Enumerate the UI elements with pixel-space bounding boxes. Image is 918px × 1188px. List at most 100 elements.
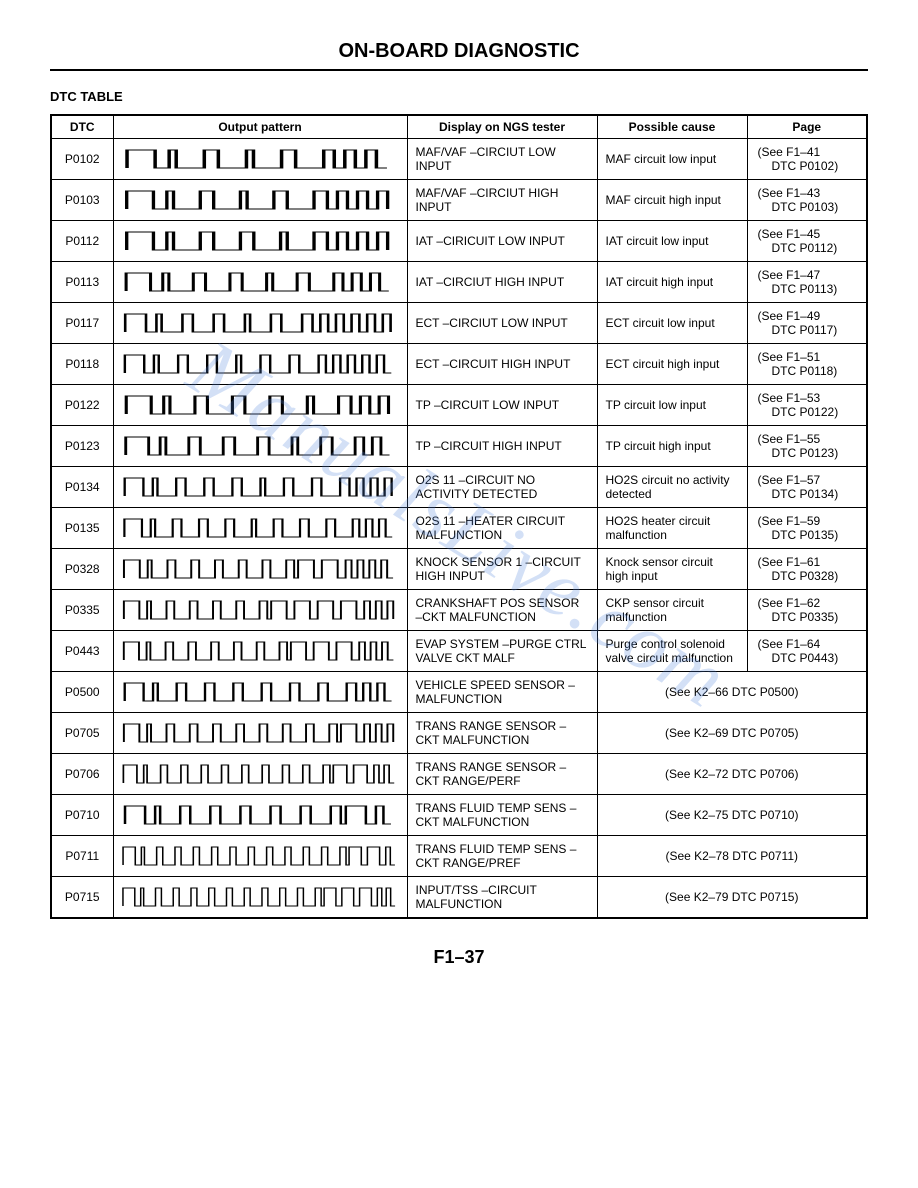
output-pattern xyxy=(113,549,407,590)
display-text: MAF/VAF –CIRCIUT HIGH INPUT xyxy=(407,180,597,221)
possible-cause: MAF circuit low input xyxy=(597,139,747,180)
dtc-code: P0113 xyxy=(51,262,113,303)
display-text: INPUT/TSS –CIRCUIT MALFUNCTION xyxy=(407,877,597,919)
page-ref: (See F1–57DTC P0134) xyxy=(747,467,867,508)
page-ref: (See F1–64DTC P0443) xyxy=(747,631,867,672)
dtc-code: P0335 xyxy=(51,590,113,631)
dtc-code: P0112 xyxy=(51,221,113,262)
dtc-code: P0705 xyxy=(51,713,113,754)
display-text: TP –CIRCUIT LOW INPUT xyxy=(407,385,597,426)
page-ref-merged: (See K2–79 DTC P0715) xyxy=(597,877,867,919)
display-text: ECT –CIRCUIT HIGH INPUT xyxy=(407,344,597,385)
display-text: O2S 11 –CIRCUIT NO ACTIVITY DETECTED xyxy=(407,467,597,508)
display-text: EVAP SYSTEM –PURGE CTRL VALVE CKT MALF xyxy=(407,631,597,672)
table-row: P0135 O2S 11 –HEATER CIRCUIT MALFUNCTION… xyxy=(51,508,867,549)
possible-cause: IAT circuit low input xyxy=(597,221,747,262)
display-text: TRANS RANGE SENSOR –CKT MALFUNCTION xyxy=(407,713,597,754)
possible-cause: ECT circuit high input xyxy=(597,344,747,385)
dtc-code: P0500 xyxy=(51,672,113,713)
table-row: P0134 O2S 11 –CIRCUIT NO ACTIVITY DETECT… xyxy=(51,467,867,508)
display-text: ECT –CIRCIUT LOW INPUT xyxy=(407,303,597,344)
table-row: P0500 VEHICLE SPEED SENSOR –MALFUNCTION(… xyxy=(51,672,867,713)
output-pattern xyxy=(113,795,407,836)
possible-cause: TP circuit high input xyxy=(597,426,747,467)
dtc-code: P0711 xyxy=(51,836,113,877)
output-pattern xyxy=(113,877,407,919)
possible-cause: MAF circuit high input xyxy=(597,180,747,221)
output-pattern xyxy=(113,631,407,672)
page-ref: (See F1–43DTC P0103) xyxy=(747,180,867,221)
table-row: P0705 TRANS RANGE SENSOR –CKT MALFUNCTIO… xyxy=(51,713,867,754)
display-text: VEHICLE SPEED SENSOR –MALFUNCTION xyxy=(407,672,597,713)
table-row: P0710 TRANS FLUID TEMP SENS –CKT MALFUNC… xyxy=(51,795,867,836)
dtc-code: P0134 xyxy=(51,467,113,508)
table-row: P0102 MAF/VAF –CIRCIUT LOW INPUTMAF circ… xyxy=(51,139,867,180)
dtc-code: P0102 xyxy=(51,139,113,180)
possible-cause: Knock sensor circuit high input xyxy=(597,549,747,590)
page-ref-merged: (See K2–72 DTC P0706) xyxy=(597,754,867,795)
page-ref: (See F1–51DTC P0118) xyxy=(747,344,867,385)
output-pattern xyxy=(113,303,407,344)
output-pattern xyxy=(113,836,407,877)
possible-cause: Purge control solenoid valve circuit mal… xyxy=(597,631,747,672)
page-ref: (See F1–45DTC P0112) xyxy=(747,221,867,262)
dtc-code: P0123 xyxy=(51,426,113,467)
display-text: IAT –CIRICUIT LOW INPUT xyxy=(407,221,597,262)
table-header-row: DTC Output pattern Display on NGS tester… xyxy=(51,115,867,139)
table-row: P0443 EVAP SYSTEM –PURGE CTRL VALVE CKT … xyxy=(51,631,867,672)
possible-cause: ECT circuit low input xyxy=(597,303,747,344)
possible-cause: CKP sensor circuit malfunction xyxy=(597,590,747,631)
display-text: TRANS RANGE SENSOR –CKT RANGE/PERF xyxy=(407,754,597,795)
possible-cause: HO2S circuit no activity detected xyxy=(597,467,747,508)
table-row: P0113 IAT –CIRCIUT HIGH INPUTIAT circuit… xyxy=(51,262,867,303)
page-ref: (See F1–47DTC P0113) xyxy=(747,262,867,303)
output-pattern xyxy=(113,344,407,385)
page-ref-merged: (See K2–66 DTC P0500) xyxy=(597,672,867,713)
display-text: MAF/VAF –CIRCIUT LOW INPUT xyxy=(407,139,597,180)
table-row: P0335 CRANKSHAFT POS SENSOR –CKT MALFUNC… xyxy=(51,590,867,631)
dtc-code: P0122 xyxy=(51,385,113,426)
output-pattern xyxy=(113,467,407,508)
output-pattern xyxy=(113,221,407,262)
page-ref: (See F1–55DTC P0123) xyxy=(747,426,867,467)
output-pattern xyxy=(113,754,407,795)
display-text: O2S 11 –HEATER CIRCUIT MALFUNCTION xyxy=(407,508,597,549)
table-row: P0118 ECT –CIRCUIT HIGH INPUTECT circuit… xyxy=(51,344,867,385)
dtc-code: P0715 xyxy=(51,877,113,919)
display-text: TRANS FLUID TEMP SENS –CKT RANGE/PREF xyxy=(407,836,597,877)
dtc-table: DTC Output pattern Display on NGS tester… xyxy=(50,114,868,919)
possible-cause: IAT circuit high input xyxy=(597,262,747,303)
output-pattern xyxy=(113,590,407,631)
display-text: TP –CIRCUIT HIGH INPUT xyxy=(407,426,597,467)
page-title: ON-BOARD DIAGNOSTIC xyxy=(50,40,868,63)
dtc-code: P0706 xyxy=(51,754,113,795)
display-text: TRANS FLUID TEMP SENS –CKT MALFUNCTION xyxy=(407,795,597,836)
page-ref: (See F1–59DTC P0135) xyxy=(747,508,867,549)
col-page: Page xyxy=(747,115,867,139)
output-pattern xyxy=(113,180,407,221)
page-footer: F1–37 xyxy=(50,947,868,968)
table-row: P0715 INPUT/TSS –CIRCUIT MALFUNCTION(See… xyxy=(51,877,867,919)
output-pattern xyxy=(113,139,407,180)
title-rule xyxy=(50,69,868,71)
output-pattern xyxy=(113,262,407,303)
col-pattern: Output pattern xyxy=(113,115,407,139)
dtc-code: P0328 xyxy=(51,549,113,590)
col-cause: Possible cause xyxy=(597,115,747,139)
table-row: P0112 IAT –CIRICUIT LOW INPUTIAT circuit… xyxy=(51,221,867,262)
dtc-code: P0117 xyxy=(51,303,113,344)
table-row: P0123 TP –CIRCUIT HIGH INPUTTP circuit h… xyxy=(51,426,867,467)
table-row: P0328 KNOCK SENSOR 1 –CIRCUIT HIGH INPUT… xyxy=(51,549,867,590)
possible-cause: TP circuit low input xyxy=(597,385,747,426)
dtc-code: P0135 xyxy=(51,508,113,549)
output-pattern xyxy=(113,713,407,754)
dtc-code: P0103 xyxy=(51,180,113,221)
table-row: P0103 MAF/VAF –CIRCIUT HIGH INPUTMAF cir… xyxy=(51,180,867,221)
col-display: Display on NGS tester xyxy=(407,115,597,139)
table-row: P0711 TRANS FLUID TEMP SENS –CKT RANGE/P… xyxy=(51,836,867,877)
page-ref: (See F1–61DTC P0328) xyxy=(747,549,867,590)
page-ref: (See F1–53DTC P0122) xyxy=(747,385,867,426)
dtc-code: P0118 xyxy=(51,344,113,385)
page-ref-merged: (See K2–69 DTC P0705) xyxy=(597,713,867,754)
table-row: P0706 TRANS RANGE SENSOR –CKT RANGE/PERF… xyxy=(51,754,867,795)
